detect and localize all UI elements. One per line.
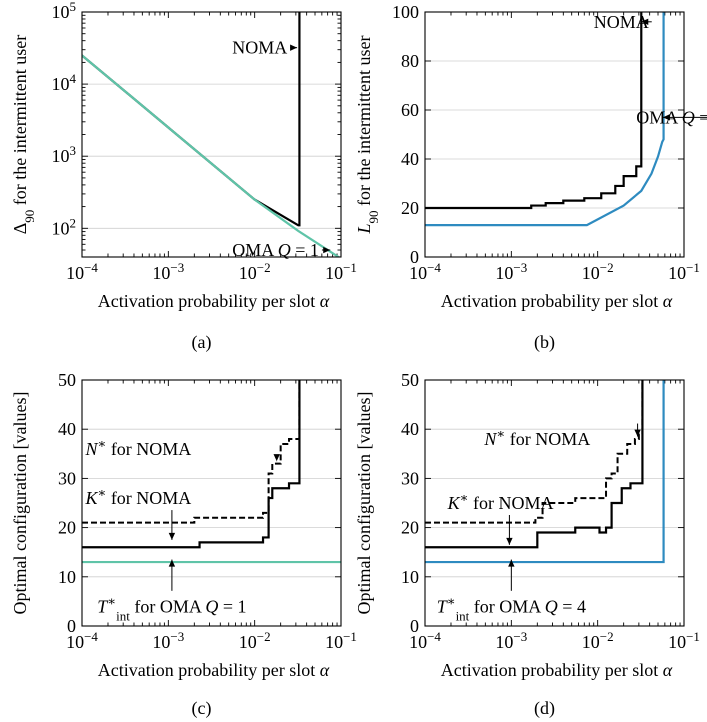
- y-tick-label-d-4: 40: [401, 419, 419, 439]
- series-line-d-0: [425, 380, 644, 524]
- annotation-arrowhead-d-0: [634, 429, 641, 437]
- y-tick-label-c-3: 30: [58, 468, 76, 488]
- annotation-d-0: N∗ for NOMA: [483, 426, 590, 450]
- y-tick-label-d-5: 50: [401, 370, 419, 390]
- y-axis-label-c: Optimal configuration [values]: [10, 392, 30, 615]
- y-tick-label-b-3: 60: [401, 100, 419, 120]
- panel-c: 10−4 10−3 10−2 10−1 0 10 20 30 40 50 N∗ for NOMA K∗…: [10, 370, 357, 719]
- annotation-c-2: T∗int for OMA Q = 1: [97, 593, 246, 623]
- caption-c: (c): [192, 698, 212, 719]
- annotation-arrowhead-d-1: [506, 537, 513, 545]
- y-tick-label-d-3: 30: [401, 468, 419, 488]
- x-tick-label-d-3: 10−1: [668, 629, 700, 653]
- y-tick-label-d-2: 20: [401, 518, 419, 538]
- panel-d: 10−4 10−3 10−2 10−1 0 10 20 30 40 50 N∗ for NOMA K∗…: [354, 370, 700, 719]
- series-line-b-0: [425, 12, 643, 210]
- annotation-arrowhead-c-2: [168, 559, 176, 567]
- annotation-a-1: OMA Q = 1: [232, 240, 319, 260]
- y-tick-label-b-5: 100: [392, 2, 419, 22]
- y-tick-label-b-4: 80: [401, 51, 419, 71]
- y-axis-label-a: Δ90 for the intermittent user: [10, 35, 37, 235]
- x-tick-label-c-3: 10−1: [325, 629, 357, 653]
- annotation-arrowhead-a-1: [323, 246, 331, 254]
- x-tick-label-b-3: 10−1: [668, 260, 700, 284]
- series-line-d-2: [425, 380, 665, 564]
- caption-d: (d): [534, 698, 555, 719]
- x-tick-label-d-1: 10−3: [495, 629, 527, 653]
- plot-frame-a: [81, 11, 342, 258]
- x-axis-label-c: Activation probability per slot α: [98, 660, 330, 680]
- y-tick-label-c-2: 20: [58, 518, 76, 538]
- caption-a: (a): [192, 332, 212, 353]
- x-tick-label-b-0: 10−4: [409, 260, 441, 284]
- annotation-a-0: NOMA: [232, 38, 287, 58]
- x-tick-label-b-2: 10−2: [582, 260, 614, 284]
- annotation-arrowhead-c-1: [168, 532, 176, 540]
- series-line-c-1: [82, 380, 301, 549]
- annotation-b-0: NOMA: [594, 12, 649, 32]
- annotation-arrowhead-c-0: [273, 454, 280, 462]
- x-tick-label-b-1: 10−3: [495, 260, 527, 284]
- x-tick-label-d-2: 10−2: [582, 629, 614, 653]
- y-tick-label-c-5: 50: [58, 370, 76, 390]
- series-line-a-1: [82, 54, 341, 257]
- x-tick-label-c-0: 10−4: [66, 629, 98, 653]
- plot-frame-c: [81, 379, 342, 627]
- x-tick-label-a-0: 10−4: [66, 260, 98, 284]
- y-axis-label-d: Optimal configuration [values]: [354, 392, 374, 615]
- y-tick-label-d-1: 10: [401, 567, 419, 587]
- y-tick-label-b-1: 20: [401, 198, 419, 218]
- y-tick-label-c-0: 0: [67, 616, 76, 636]
- x-tick-label-a-1: 10−3: [152, 260, 184, 284]
- y-tick-label-a-0: 102: [52, 215, 77, 239]
- x-tick-label-d-0: 10−4: [409, 629, 441, 653]
- x-axis-label-a: Activation probability per slot α: [98, 291, 330, 311]
- x-tick-label-a-3: 10−1: [325, 260, 357, 284]
- annotation-d-1: K∗ for NOMA: [447, 490, 554, 514]
- annotation-d-2: T∗int for OMA Q = 4: [437, 593, 586, 623]
- x-axis-label-b: Activation probability per slot α: [441, 291, 673, 311]
- series-line-b-1: [425, 12, 665, 227]
- y-tick-label-a-3: 105: [52, 0, 77, 22]
- y-tick-label-b-0: 0: [410, 247, 419, 267]
- annotation-arrowhead-b-1: [662, 114, 670, 121]
- y-tick-label-c-1: 10: [58, 567, 76, 587]
- x-tick-label-c-2: 10−2: [239, 629, 271, 653]
- x-tick-label-c-1: 10−3: [152, 629, 184, 653]
- y-tick-label-a-1: 103: [52, 143, 77, 167]
- y-tick-label-b-2: 40: [401, 149, 419, 169]
- y-tick-label-d-0: 0: [410, 616, 419, 636]
- panel-a: 10−4 10−3 10−2 10−1 102 103 104 105 NOMA OMA Q = …: [10, 0, 357, 353]
- y-tick-label-c-4: 40: [58, 419, 76, 439]
- series-line-c-0: [82, 380, 301, 524]
- annotation-arrowhead-d-2: [508, 559, 515, 567]
- annotation-c-1: K∗ for NOMA: [84, 485, 191, 509]
- annotation-arrowhead-a-0: [290, 44, 298, 51]
- annotation-arrowhead-b-0: [641, 18, 649, 25]
- y-axis-label-b: L90 for the intermittent user: [354, 36, 381, 235]
- series-line-d-1: [425, 380, 644, 549]
- plot-frame-d: [424, 379, 685, 627]
- x-axis-label-d: Activation probability per slot α: [441, 660, 673, 680]
- plot-frame-b: [424, 11, 685, 258]
- caption-b: (b): [534, 332, 555, 353]
- x-tick-label-a-2: 10−2: [239, 260, 271, 284]
- annotation-c-0: N∗ for NOMA: [84, 435, 191, 459]
- y-tick-label-a-2: 104: [52, 71, 77, 95]
